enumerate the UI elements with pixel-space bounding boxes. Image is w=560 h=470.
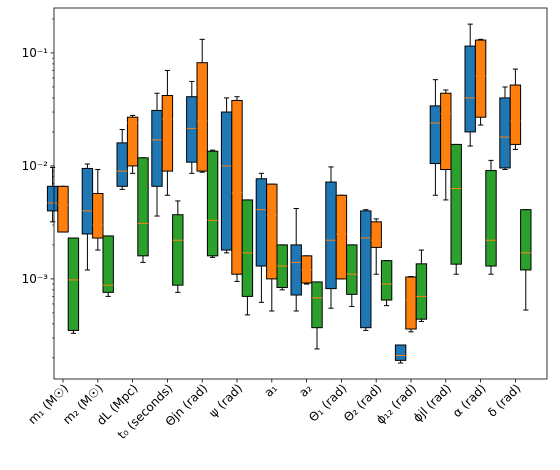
box-2-4 [206,149,219,258]
box-iqr [137,157,149,257]
x-axis-labels: m₁ (M☉)m₂ (M☉)dL (Mpc)t₀ (seconds)Θjn (r… [25,379,524,442]
box-iqr [325,181,337,290]
box-2-1 [102,235,114,297]
box-0-0 [46,166,59,223]
box-iqr [290,244,302,296]
box-iqr [116,142,128,187]
box-1-5 [231,96,243,282]
box-iqr [255,178,268,267]
plot-frame [53,7,548,380]
box-iqr [67,237,80,331]
box-iqr [172,214,184,286]
box-1-3 [161,69,174,196]
box-iqr [474,39,487,118]
x-tick-label: δ (rad) [485,381,523,419]
y-tick-label: 10⁻² [22,159,49,173]
box-0-11 [429,79,442,196]
box-iqr [346,244,358,295]
box-1-6 [266,183,278,312]
box-iqr [360,210,372,329]
box-iqr [335,194,348,280]
box-iqr [311,281,323,329]
box-0-9 [360,209,372,331]
boxes [46,23,532,364]
box-1-10 [405,276,417,333]
box-0-13 [499,86,511,170]
box-iqr [485,170,497,267]
box-iqr [241,199,254,297]
box-iqr [394,344,407,361]
box-0-7 [290,207,302,312]
box-iqr [126,116,139,167]
box-iqr [429,105,442,165]
box-1-0 [57,185,69,233]
box-2-13 [520,209,532,311]
box-iqr [370,221,382,248]
box-iqr [220,111,233,251]
box-iqr [415,263,428,320]
box-2-8 [346,244,358,307]
x-tick-label: ϕjl (rad) [410,381,454,425]
box-2-2 [137,157,149,263]
box-2-0 [67,237,80,334]
box-1-4 [196,38,208,173]
box-iqr [520,209,532,271]
y-tick-label: 10⁻¹ [22,46,49,60]
box-iqr [464,45,476,133]
box-0-5 [220,97,233,254]
box-0-10 [394,344,407,364]
box-1-9 [370,218,382,275]
box-0-2 [116,129,128,190]
box-2-11 [450,143,462,275]
box-0-1 [81,163,94,271]
box-iqr [266,183,278,280]
box-iqr [405,276,417,330]
box-iqr [450,143,462,265]
box-1-13 [509,68,522,150]
box-iqr [380,260,393,301]
box-iqr [231,99,243,275]
box-2-3 [172,200,184,293]
box-2-6 [276,244,288,291]
y-major-ticks: 10⁻³ 10⁻² 10⁻¹ [22,46,54,286]
box-2-7 [311,281,323,350]
box-1-2 [126,114,139,174]
box-iqr [440,92,452,170]
box-1-7 [300,255,313,285]
box-iqr [92,193,104,239]
box-iqr [186,96,198,163]
box-iqr [161,95,174,172]
box-iqr [509,84,522,145]
box-iqr [46,185,59,212]
box-2-5 [241,199,254,316]
box-2-9 [380,260,393,307]
box-iqr [499,97,511,169]
box-1-11 [440,89,452,201]
box-1-1 [92,168,104,251]
box-0-8 [325,166,337,309]
box-iqr [196,62,208,172]
x-tick-label: a₁ [261,381,280,400]
box-0-4 [186,80,198,174]
box-iqr [57,185,69,233]
box-1-8 [335,194,348,280]
box-iqr [81,167,94,235]
x-tick-label: a₂ [296,381,315,400]
box-iqr [206,150,219,257]
box-1-12 [474,38,487,126]
box-0-6 [255,172,268,303]
box-iqr [151,109,163,187]
box-iqr [102,235,114,293]
box-2-12 [485,159,497,275]
x-tick-label: α (rad) [450,381,489,420]
y-tick-label: 10⁻³ [22,272,49,286]
x-tick-label: ψ (rad) [206,381,245,420]
box-2-10 [415,249,428,322]
box-0-3 [151,92,163,217]
box-iqr [300,255,313,284]
box-0-12 [464,23,476,147]
